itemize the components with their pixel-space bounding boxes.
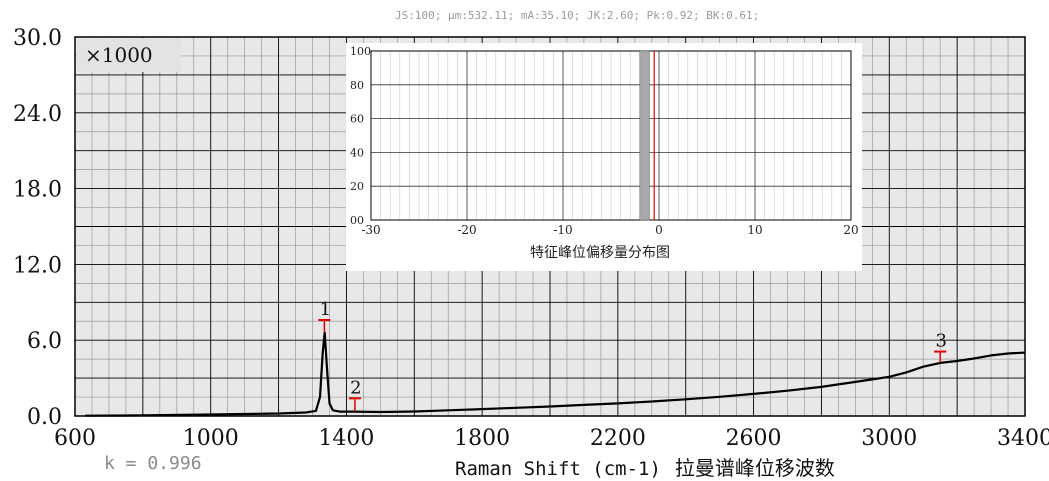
x-tick-label: 2200 (590, 426, 646, 451)
peak-marker-3: 3 (934, 331, 947, 363)
inset-y-tick-label: 60 (350, 113, 364, 126)
inset-frame (370, 50, 852, 221)
y-tick-label: 6.0 (27, 329, 62, 354)
y-tick-label: 24.0 (13, 102, 62, 127)
peak-marker-2: 2 (348, 377, 362, 412)
inset-x-tick-label: 10 (747, 223, 762, 237)
inset-y-tick-label: 00 (350, 214, 364, 227)
inset-y-tick-label: 100 (350, 45, 371, 58)
inset-bar (639, 50, 650, 221)
inset-title: 特征峰位偏移量分布图 (530, 245, 670, 261)
peak-marker-1: 1 (318, 299, 331, 333)
x-axis-label-cn: 拉曼谱峰位移波数 (674, 456, 835, 480)
inset-x-tick-label: -30 (361, 223, 380, 237)
x-tick-label: 1400 (318, 426, 374, 451)
x-tick-label: 2600 (726, 426, 782, 451)
x-tick-label: 3400 (997, 426, 1049, 451)
y-tick-label: 0.0 (27, 405, 62, 430)
y-multiplier-badge: ×1000 (77, 38, 181, 72)
y-tick-label: 18.0 (13, 178, 62, 203)
stats-line: JS:100; μm:532.11; mA:35.10; JK:2.60; Pk… (395, 9, 760, 22)
inset-x-tick-label: 20 (843, 223, 858, 237)
y-tick-label: 30.0 (13, 26, 62, 51)
inset-x-tick-label: 0 (655, 223, 663, 237)
x-tick-label: 1800 (454, 426, 510, 451)
raman-curve (85, 331, 1026, 417)
inset-x-tick-label: -10 (553, 223, 572, 237)
peak-marker-label: 3 (935, 331, 946, 352)
x-tick-label: 1000 (183, 426, 239, 451)
k-value-label: k = 0.996 (104, 453, 202, 474)
y-tick-label: 12.0 (13, 253, 62, 278)
peak-marker-label: 2 (350, 377, 361, 398)
x-tick-label: 3000 (861, 426, 917, 451)
inset-y-tick-label: 80 (350, 79, 364, 92)
x-tick-label: 600 (54, 426, 96, 451)
peak-marker-label: 1 (320, 299, 331, 320)
inset-x-tick-label: -20 (457, 223, 476, 237)
x-axis-label: Raman Shift (cm-1) 拉曼谱峰位移波数 (455, 452, 835, 481)
inset-y-tick-label: 20 (350, 180, 364, 193)
plot-frame (74, 36, 1026, 417)
x-axis-label-en: Raman Shift (cm-1) (455, 458, 661, 480)
inset-y-tick-label: 40 (350, 146, 364, 159)
inset-panel (346, 43, 862, 271)
